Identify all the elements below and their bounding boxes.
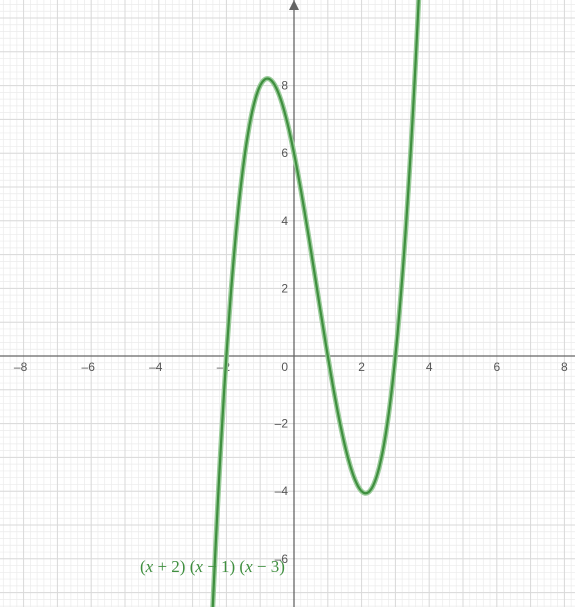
svg-text:–8: –8: [14, 360, 28, 374]
svg-text:–4: –4: [149, 360, 163, 374]
svg-text:4: 4: [281, 214, 288, 228]
svg-text:2: 2: [358, 360, 365, 374]
svg-text:–6: –6: [82, 360, 96, 374]
svg-text:–2: –2: [275, 417, 289, 431]
function-plot: –8–6–4–202468–6–4–22468(x + 2) (x − 1) (…: [0, 0, 575, 607]
svg-text:2: 2: [281, 281, 288, 295]
svg-text:0: 0: [281, 360, 288, 374]
svg-text:–4: –4: [275, 484, 289, 498]
svg-text:8: 8: [561, 360, 568, 374]
svg-text:8: 8: [281, 79, 288, 93]
svg-text:6: 6: [493, 360, 500, 374]
formula-label: (x + 2) (x − 1) (x − 3): [140, 557, 285, 576]
svg-text:4: 4: [426, 360, 433, 374]
svg-text:6: 6: [281, 146, 288, 160]
